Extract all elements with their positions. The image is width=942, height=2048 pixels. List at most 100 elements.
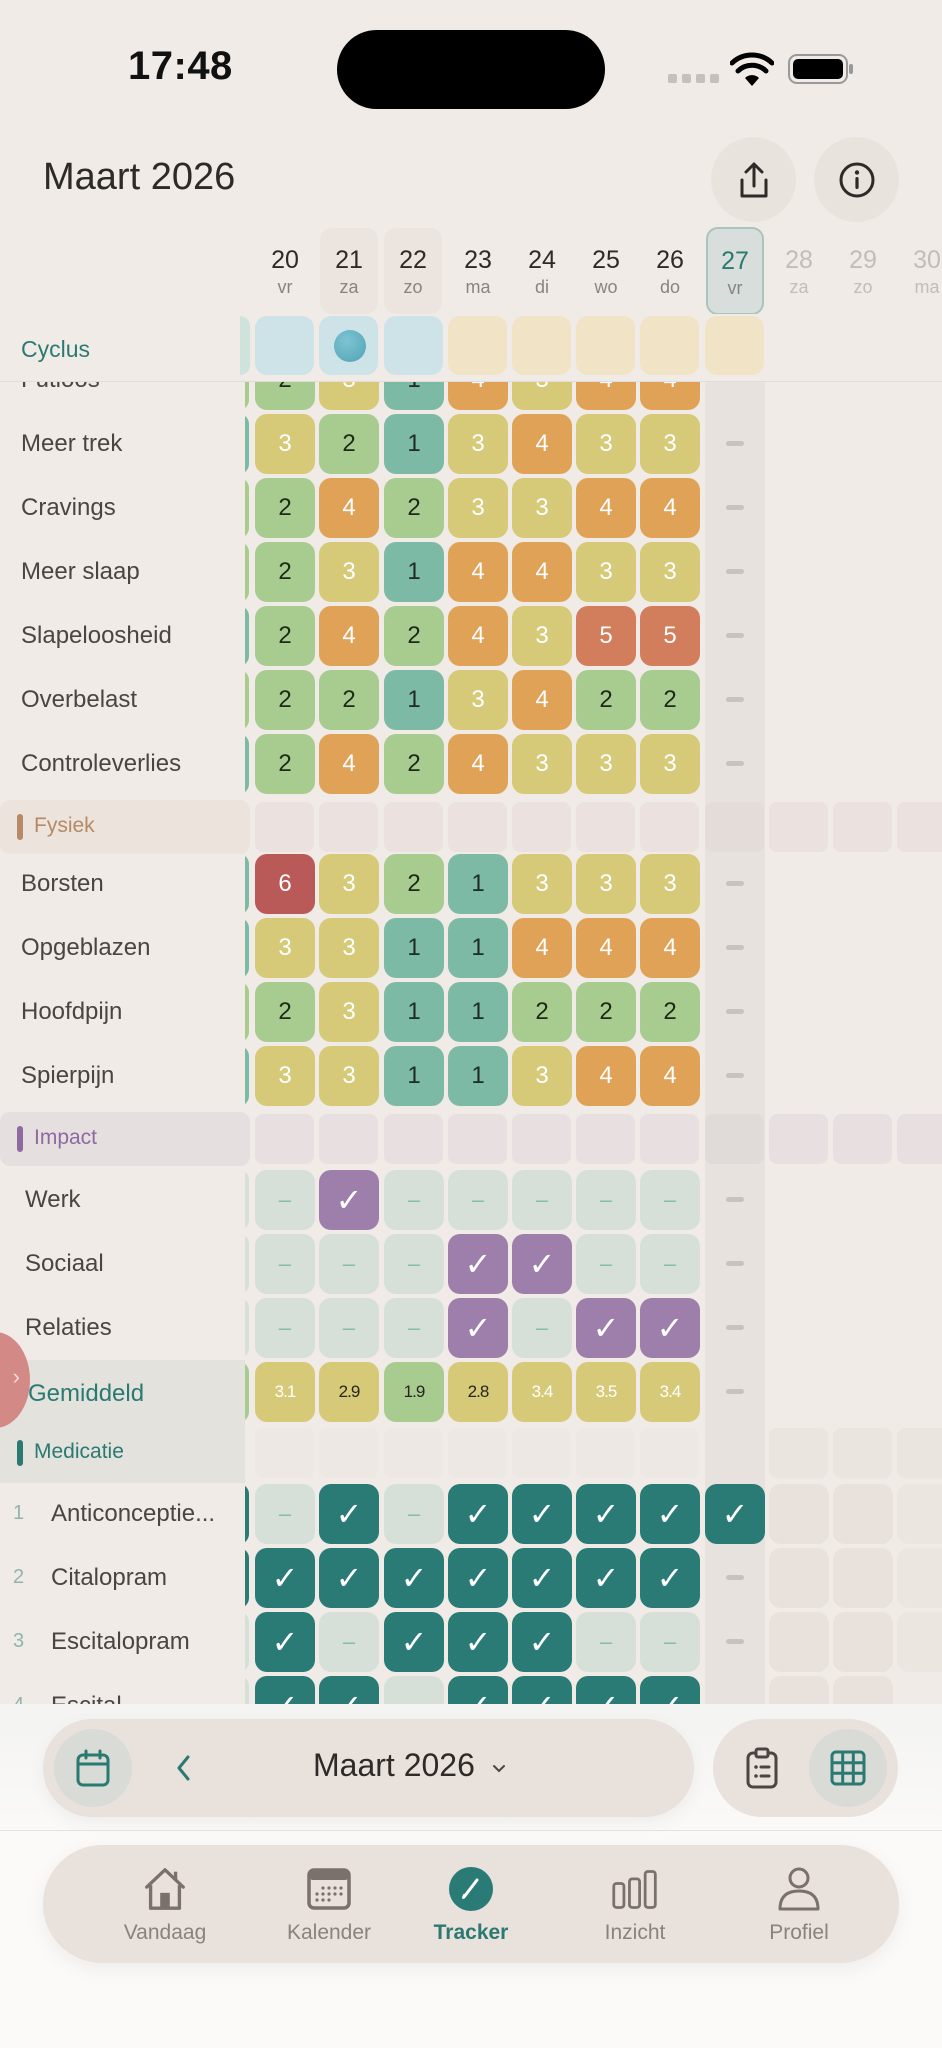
section-fysiek[interactable]: Fysiek (0, 800, 942, 854)
impact-cell-empty[interactable]: – (319, 1298, 379, 1358)
med-cell-empty[interactable] (384, 1676, 444, 1704)
symptom-cell[interactable]: 3 (512, 606, 572, 666)
symptom-cell[interactable]: 2 (319, 414, 379, 474)
med-cell-taken[interactable]: ✓ (255, 1612, 315, 1672)
med-cell-taken[interactable]: ✓ (512, 1548, 572, 1608)
impact-cell-empty[interactable]: – (384, 1298, 444, 1358)
symptom-cell[interactable]: 2 (319, 670, 379, 730)
impact-cell-checked[interactable]: ✓ (448, 1298, 508, 1358)
cycle-cell-today[interactable] (705, 316, 764, 375)
day-header-today-27[interactable]: 27 vr (706, 227, 764, 315)
day-header-30[interactable]: 30 ma (913, 246, 941, 297)
impact-cell-checked[interactable]: ✓ (448, 1234, 508, 1294)
day-header-20[interactable]: 20 vr (271, 246, 299, 297)
symptom-cell[interactable]: 3 (576, 734, 636, 794)
symptom-cell[interactable]: 3 (255, 1046, 315, 1106)
med-cell-taken[interactable]: ✓ (448, 1676, 508, 1704)
previous-month-button[interactable] (163, 1745, 203, 1791)
symptom-cell[interactable]: 1 (384, 414, 444, 474)
med-cell-taken[interactable]: ✓ (448, 1548, 508, 1608)
symptom-cell[interactable]: 6 (255, 854, 315, 914)
day-header-21[interactable]: 21 za (320, 228, 378, 314)
impact-cell-checked[interactable]: ✓ (512, 1234, 572, 1294)
symptom-cell[interactable]: 2 (384, 854, 444, 914)
no-data-dash[interactable] (726, 945, 744, 950)
no-data-dash[interactable] (726, 761, 744, 766)
section-medicatie[interactable]: Medicatie (0, 1426, 942, 1480)
symptom-cell[interactable]: 2 (255, 382, 315, 410)
symptom-cell[interactable]: 4 (512, 918, 572, 978)
impact-cell-empty[interactable]: – (448, 1170, 508, 1230)
no-data-dash[interactable] (726, 1325, 744, 1330)
no-data-dash[interactable] (726, 1261, 744, 1266)
impact-cell-empty[interactable]: – (384, 1234, 444, 1294)
share-button[interactable] (711, 137, 796, 222)
symptom-cell[interactable]: 3 (576, 854, 636, 914)
symptom-cell[interactable]: 4 (319, 478, 379, 538)
symptom-cell[interactable]: 4 (640, 382, 700, 410)
cycle-cell[interactable] (319, 316, 378, 375)
symptom-cell[interactable]: 3 (255, 918, 315, 978)
symptom-cell[interactable]: 1 (448, 918, 508, 978)
cycle-cell[interactable] (640, 316, 699, 375)
symptom-cell[interactable]: 3 (576, 542, 636, 602)
symptom-cell[interactable]: 3 (255, 414, 315, 474)
no-data-dash[interactable] (726, 697, 744, 702)
symptom-cell[interactable]: 4 (576, 918, 636, 978)
symptom-cell[interactable]: 3 (319, 382, 379, 410)
impact-cell-empty[interactable]: – (576, 1234, 636, 1294)
med-cell-taken[interactable]: ✓ (640, 1484, 700, 1544)
symptom-cell[interactable]: 2 (512, 982, 572, 1042)
symptom-cell[interactable]: 3 (448, 414, 508, 474)
day-header-22[interactable]: 22 zo (384, 228, 442, 314)
symptom-cell[interactable]: 4 (448, 382, 508, 410)
impact-cell-empty[interactable]: – (512, 1170, 572, 1230)
symptom-cell[interactable]: 2 (384, 734, 444, 794)
symptom-cell[interactable]: 1 (448, 982, 508, 1042)
symptom-cell[interactable]: 3 (319, 918, 379, 978)
symptom-cell[interactable]: 2 (576, 670, 636, 730)
symptom-cell[interactable]: 1 (384, 670, 444, 730)
symptom-cell[interactable]: 2 (640, 982, 700, 1042)
no-data-dash[interactable] (726, 633, 744, 638)
med-cell-taken[interactable]: ✓ (512, 1612, 572, 1672)
impact-cell-empty[interactable]: – (319, 1234, 379, 1294)
med-cell-taken[interactable]: ✓ (576, 1484, 636, 1544)
med-cell-taken[interactable]: ✓ (448, 1484, 508, 1544)
symptom-cell[interactable]: 4 (512, 670, 572, 730)
symptom-cell[interactable]: 3 (640, 542, 700, 602)
impact-cell-empty[interactable]: – (255, 1170, 315, 1230)
symptom-cell[interactable]: 1 (384, 918, 444, 978)
tab-tracker[interactable]: Tracker (391, 1845, 551, 1963)
med-cell-taken[interactable]: ✓ (255, 1676, 315, 1704)
symptom-cell[interactable]: 4 (640, 478, 700, 538)
med-cell-taken[interactable]: ✓ (319, 1484, 379, 1544)
med-cell-taken[interactable]: ✓ (384, 1548, 444, 1608)
symptom-cell[interactable]: 2 (255, 734, 315, 794)
symptom-cell[interactable]: 3 (319, 854, 379, 914)
symptom-cell[interactable]: 4 (640, 1046, 700, 1106)
med-cell-taken[interactable]: ✓ (576, 1676, 636, 1704)
no-data-dash[interactable] (726, 1009, 744, 1014)
med-cell-empty[interactable]: – (640, 1612, 700, 1672)
tracker-grid[interactable]: Futloos 2 3 1 4 3 4 4 Meer trek 3 2 1 3 … (0, 382, 942, 1704)
cycle-cell[interactable] (255, 316, 314, 375)
grid-view-button[interactable] (809, 1729, 887, 1807)
med-cell-taken[interactable]: ✓ (576, 1548, 636, 1608)
symptom-cell[interactable]: 4 (319, 734, 379, 794)
day-header-24[interactable]: 24 di (528, 246, 556, 297)
cycle-cell[interactable] (448, 316, 507, 375)
impact-cell-empty[interactable]: – (512, 1298, 572, 1358)
symptom-cell[interactable]: 3 (512, 478, 572, 538)
symptom-cell[interactable]: 2 (384, 478, 444, 538)
symptom-cell[interactable]: 3 (512, 1046, 572, 1106)
impact-cell-checked[interactable]: ✓ (576, 1298, 636, 1358)
med-cell-taken[interactable]: ✓ (512, 1676, 572, 1704)
no-data-dash[interactable] (726, 1575, 744, 1580)
symptom-cell[interactable]: 2 (640, 670, 700, 730)
symptom-cell[interactable]: 4 (512, 414, 572, 474)
symptom-cell[interactable]: 3 (576, 414, 636, 474)
impact-cell-empty[interactable]: – (640, 1170, 700, 1230)
med-cell-taken[interactable]: ✓ (319, 1548, 379, 1608)
symptom-cell[interactable]: 4 (512, 542, 572, 602)
